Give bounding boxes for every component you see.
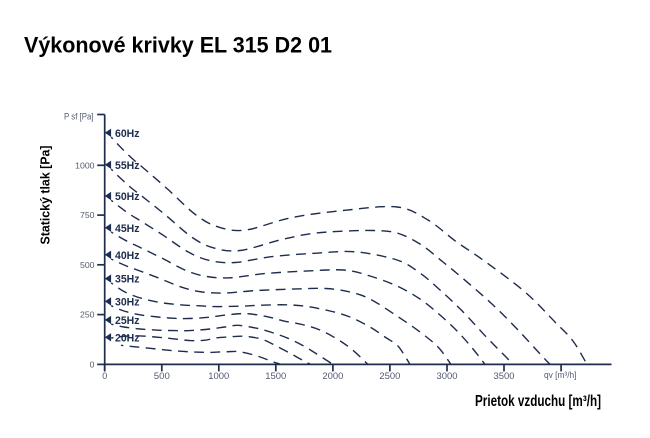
svg-text:25Hz: 25Hz (115, 315, 140, 327)
svg-text:1000: 1000 (208, 371, 229, 381)
svg-text:40Hz: 40Hz (115, 250, 140, 262)
svg-text:P sf [Pa]: P sf [Pa] (64, 112, 94, 122)
svg-text:2500: 2500 (379, 371, 400, 381)
svg-text:3500: 3500 (494, 371, 515, 381)
svg-text:250: 250 (80, 310, 95, 320)
svg-text:Prietok vzduchu [m³/h]: Prietok vzduchu [m³/h] (475, 393, 601, 410)
svg-text:60Hz: 60Hz (115, 128, 140, 140)
svg-text:45Hz: 45Hz (115, 223, 140, 235)
svg-text:500: 500 (80, 260, 95, 270)
svg-text:Statický tlak [Pa]: Statický tlak [Pa] (38, 146, 53, 245)
svg-text:0: 0 (90, 360, 95, 370)
svg-text:3000: 3000 (437, 371, 458, 381)
svg-text:500: 500 (154, 371, 170, 381)
svg-text:1500: 1500 (265, 371, 286, 381)
svg-text:qv [m³/h]: qv [m³/h] (544, 370, 577, 380)
svg-text:20Hz: 20Hz (115, 332, 140, 344)
svg-text:35Hz: 35Hz (115, 274, 140, 286)
svg-text:Výkonové krivky EL 315 D2 01: Výkonové krivky EL 315 D2 01 (24, 32, 332, 57)
svg-text:2000: 2000 (322, 371, 343, 381)
svg-text:55Hz: 55Hz (115, 160, 140, 172)
svg-text:50Hz: 50Hz (115, 191, 140, 203)
svg-text:30Hz: 30Hz (115, 297, 140, 309)
svg-text:1000: 1000 (75, 160, 94, 170)
svg-text:750: 750 (80, 210, 95, 220)
svg-text:0: 0 (102, 371, 107, 381)
